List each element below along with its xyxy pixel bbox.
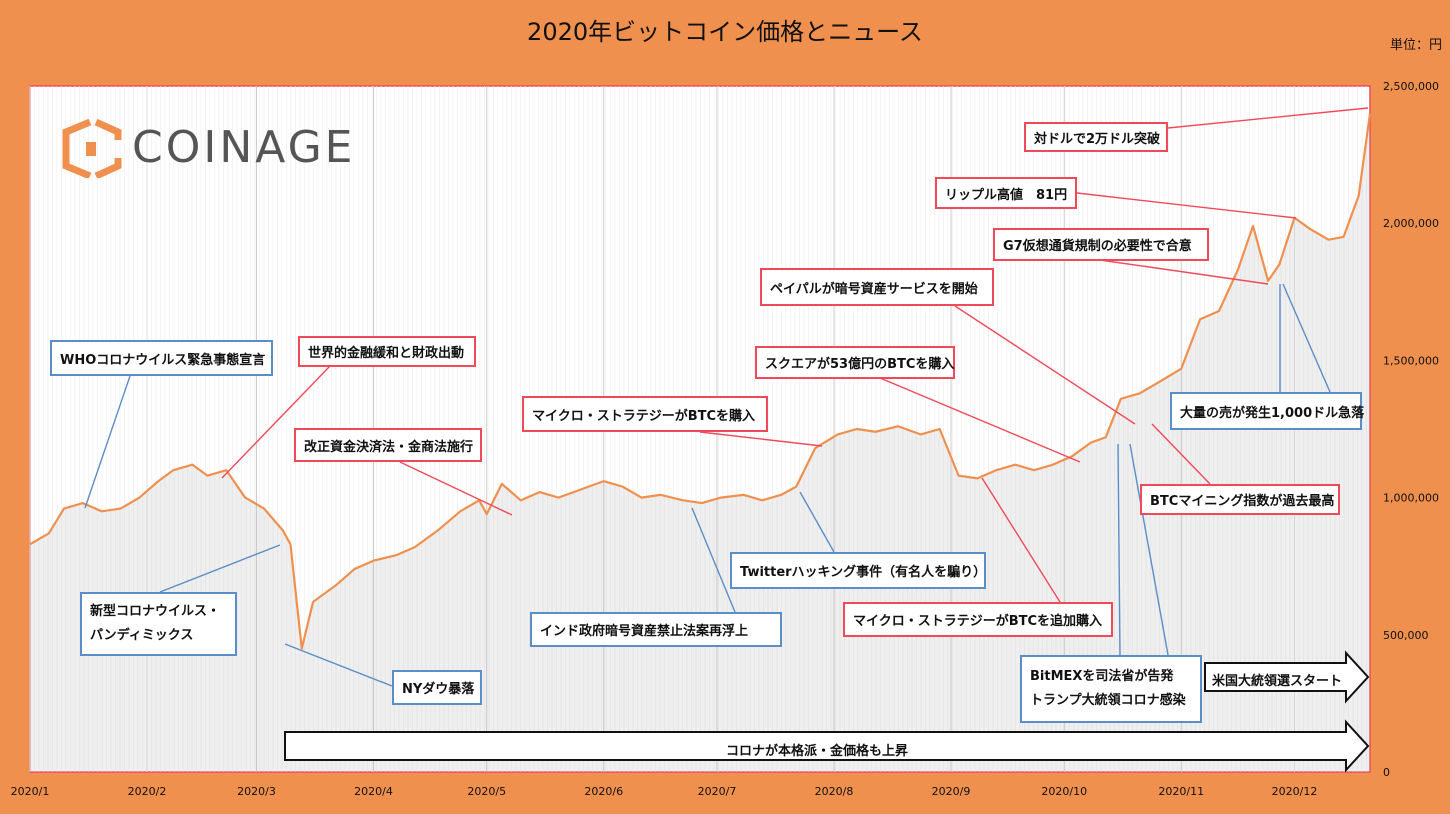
y-tick-label: 0 bbox=[1383, 766, 1390, 779]
y-tick-label: 2,000,000 bbox=[1383, 217, 1439, 230]
y-tick-label: 1,500,000 bbox=[1383, 354, 1439, 367]
callout-leader bbox=[159, 544, 281, 593]
x-tick-label: 2020/3 bbox=[237, 785, 276, 798]
callout-leader bbox=[1117, 443, 1121, 656]
unit-label: 単位：円 bbox=[1390, 38, 1443, 53]
callout-leader bbox=[699, 431, 823, 447]
arrow-corona-gold bbox=[284, 719, 1370, 773]
annotation-india-ban: インド政府暗号資産禁止法案再浮上 bbox=[530, 612, 782, 647]
callout-leader bbox=[221, 365, 331, 479]
callout-leader bbox=[879, 377, 1081, 463]
annotation-square-buy: スクエアが53億円のBTCを購入 bbox=[755, 346, 955, 379]
arrow-label-corona-gold: コロナが本格派・金価格も上昇 bbox=[726, 744, 909, 759]
annotation-payment-law: 改正資金決済法・金商法施行 bbox=[294, 428, 482, 462]
x-tick-label: 2020/5 bbox=[467, 785, 506, 798]
y-tick-label: 2,500,000 bbox=[1383, 80, 1439, 93]
annotation-bitmex-trump: BitMEXを司法省が告発 トランプ大統領コロナ感染 bbox=[1020, 655, 1202, 723]
chart-title: 2020年ビットコイン価格とニュース bbox=[527, 18, 923, 46]
callout-leader bbox=[1282, 283, 1331, 393]
annotation-ny-dow: NYダウ暴落 bbox=[392, 670, 482, 705]
y-tick-label: 1,000,000 bbox=[1383, 492, 1439, 505]
arrow-us-election bbox=[1204, 650, 1370, 704]
callout-leader bbox=[284, 643, 393, 687]
callout-leader bbox=[1167, 107, 1369, 129]
annotation-microstrategy-add: マイクロ・ストラテジーがBTCを追加購入 bbox=[843, 602, 1113, 637]
coinage-logo-icon bbox=[62, 118, 122, 178]
x-tick-label: 2020/11 bbox=[1158, 785, 1204, 798]
x-tick-label: 2020/8 bbox=[815, 785, 854, 798]
arrow-label-us-election: 米国大統領選スタート bbox=[1212, 674, 1343, 689]
x-tick-label: 2020/1 bbox=[11, 785, 50, 798]
annotation-mining-index: BTCマイニング指数が過去最高 bbox=[1140, 484, 1340, 515]
callout-leader bbox=[1076, 192, 1297, 219]
y-tick-label: 500,000 bbox=[1383, 629, 1429, 642]
annotation-ripple-high: リップル高値 81円 bbox=[935, 177, 1077, 209]
logo-text: COINAGE bbox=[132, 122, 356, 173]
x-tick-label: 2020/12 bbox=[1272, 785, 1318, 798]
x-tick-label: 2020/7 bbox=[698, 785, 737, 798]
callout-leader bbox=[954, 305, 1136, 425]
annotation-g7: G7仮想通貨規制の必要性で合意 bbox=[993, 228, 1209, 261]
annotation-pandemic: 新型コロナウイルス・ パンディミックス bbox=[80, 592, 237, 656]
annotation-paypal: ペイパルが暗号資産サービスを開始 bbox=[760, 268, 994, 306]
callout-leader bbox=[1151, 423, 1211, 485]
callout-leader bbox=[691, 507, 736, 613]
annotation-sell-off: 大量の売が発生1,000ドル急落 bbox=[1170, 392, 1364, 430]
callout-leader bbox=[84, 375, 131, 509]
callout-leader bbox=[799, 491, 835, 553]
x-tick-label: 2020/10 bbox=[1041, 785, 1087, 798]
annotation-microstrategy-buy: マイクロ・ストラテジーがBTCを購入 bbox=[522, 396, 768, 432]
x-tick-label: 2020/9 bbox=[932, 785, 971, 798]
x-tick-label: 2020/6 bbox=[584, 785, 623, 798]
price-line bbox=[29, 113, 1372, 650]
annotation-who-emergency: WHOコロナウイルス緊急事態宣言 bbox=[50, 340, 273, 376]
callout-leader bbox=[1099, 259, 1269, 285]
x-tick-label: 2020/4 bbox=[354, 785, 393, 798]
annotation-twitter-hack: Twitterハッキング事件（有名人を騙り） bbox=[730, 552, 986, 589]
x-tick-label: 2020/2 bbox=[128, 785, 167, 798]
annotation-global-easing: 世界的金融緩和と財政出動 bbox=[298, 336, 476, 367]
annotation-20k-dollar: 対ドルで2万ドル突破 bbox=[1024, 122, 1168, 152]
callout-leader bbox=[399, 461, 513, 516]
callout-leader bbox=[981, 477, 1061, 603]
callout-leader bbox=[1129, 443, 1169, 656]
